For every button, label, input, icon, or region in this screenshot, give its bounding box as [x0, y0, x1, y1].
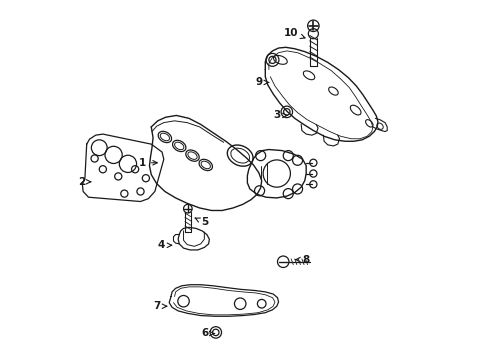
Text: 5: 5	[195, 217, 207, 227]
Text: 9: 9	[255, 77, 268, 87]
Text: 1: 1	[139, 158, 157, 168]
Text: 10: 10	[284, 28, 305, 39]
Text: 6: 6	[201, 328, 214, 338]
Text: 3: 3	[273, 111, 286, 121]
Text: 4: 4	[157, 240, 171, 250]
Text: 7: 7	[153, 301, 166, 311]
Text: 8: 8	[295, 255, 309, 265]
Text: 2: 2	[78, 177, 91, 187]
